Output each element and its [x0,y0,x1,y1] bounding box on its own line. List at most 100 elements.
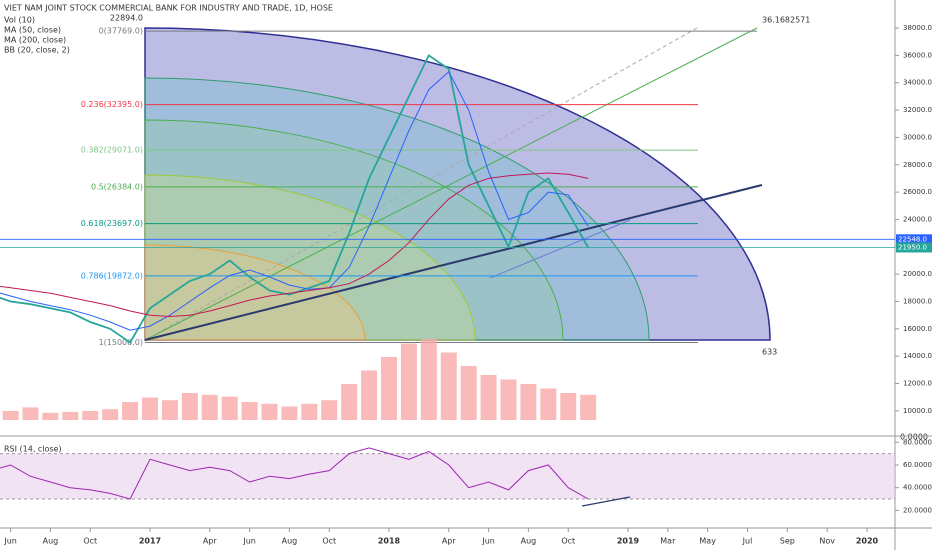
y-tick-label: 12000.0 [903,380,932,388]
volume-bar [460,366,477,420]
price-label-box [896,242,932,253]
y-tick-label: 40.0000 [903,484,932,492]
x-tick-label: Jun [481,537,495,546]
volume-bar [480,375,497,420]
y-tick-label: 10000.0 [903,407,932,415]
x-tick-label: Aug [43,537,59,546]
fib-label: 0.5(26384.0) [91,182,143,191]
volume-bar [440,352,457,420]
volume-bar [22,407,39,420]
y-tick-label: 28000.0 [903,161,932,169]
x-tick-label: Oct [83,537,97,546]
legend-entry: MA (50, close) [4,26,61,35]
price-label: 22548.0 [898,235,927,243]
volume-bar [321,400,338,420]
y-tick-label: 20000.0 [903,270,932,278]
rsi-title: RSI (14, close) [4,445,62,454]
rsi-trend [581,496,631,507]
price-label: 21950.0 [898,243,927,251]
volume-bar [381,357,397,420]
y-tick-label: 16000.0 [903,325,932,333]
volume-bar [221,396,238,420]
y-tick-label: 18000.0 [903,297,932,305]
x-tick-label: Oct [322,537,336,546]
volume-bar [361,370,378,420]
x-tick-label: Mar [660,537,676,546]
volume-axis-label: 0.0000 [900,433,928,442]
fan-line [144,27,698,341]
fan-arc [144,119,564,341]
rsi-band [0,453,895,500]
y-tick-label: 14000.0 [903,352,932,360]
volume-bar [181,393,198,420]
annotation: 633 [762,348,777,357]
fib-label: 1(15000.0) [99,338,143,347]
volume-bar [301,403,318,420]
fan-arc [144,77,650,341]
y-tick-label: 38000.0 [903,24,932,32]
rsi-line [0,447,589,500]
annotation: 36.1682571 [762,16,810,25]
trend-line [144,184,763,341]
annotation: 22894.0 [110,14,143,23]
y-tick-label: 60.0000 [903,461,932,469]
legend-entry: MA (200, close) [4,36,66,45]
volume-bar [500,379,517,420]
x-tick-label: Jun [242,537,256,546]
volume-bar [42,412,59,420]
y-tick-label: 30000.0 [903,133,932,141]
volume-bar [560,393,577,420]
y-tick-label: 36000.0 [903,51,932,59]
volume-bar [400,343,417,420]
fan-drawing [144,27,771,341]
x-tick-label: Apr [203,537,218,546]
x-tick-label: Aug [282,537,298,546]
volume-bar [122,402,139,420]
fan-arc [144,27,771,341]
volume-bar [241,402,258,420]
x-tick-label: 2018 [378,537,401,546]
volume-bar [281,406,298,420]
y-tick-label: 20.0000 [903,506,932,514]
y-tick-label: 26000.0 [903,188,932,196]
x-tick-label: Sep [780,537,795,546]
volume-bar [161,400,178,420]
volume-bar [142,397,158,420]
volume-bar [2,411,19,420]
chart-title: VIET NAM JOINT STOCK COMMERCIAL BANK FOR… [4,4,333,13]
fan-arc [144,244,366,341]
x-tick-label: 2019 [617,537,640,546]
volume-bar [580,394,597,420]
volume-bar [341,384,358,420]
price-line [0,70,589,331]
volume-bar [201,394,218,420]
y-tick-label: 32000.0 [903,106,932,114]
fan-line [144,27,758,341]
x-tick-label: May [699,537,716,546]
y-tick-label: 24000.0 [903,215,932,223]
x-tick-label: Aug [521,537,537,546]
fib-label: 0.236(32395.0) [81,100,143,109]
x-tick-label: 2020 [856,537,879,546]
legend-entry: Vol (10) [4,16,35,25]
x-tick-label: Apr [442,537,457,546]
volume-bar [102,409,119,420]
x-tick-label: Oct [561,537,575,546]
trend-line [489,219,631,279]
volume-bar [540,388,557,420]
price-label-box [896,234,932,245]
x-tick-label: Jun [3,537,17,546]
fib-label: 0.786(19872.0) [81,271,143,280]
x-tick-label: Jul [742,537,753,546]
x-tick-label: 2017 [139,537,161,546]
volume-bar [261,403,278,420]
volume-bar [520,384,537,420]
y-tick-label: 34000.0 [903,79,932,87]
legend-entry: BB (20, close, 2) [4,46,70,55]
price-line [0,54,589,344]
fib-label: 0.382(29071.0) [81,146,143,155]
fib-label: 0.618(23697.0) [81,219,143,228]
volume-bar [420,339,437,420]
